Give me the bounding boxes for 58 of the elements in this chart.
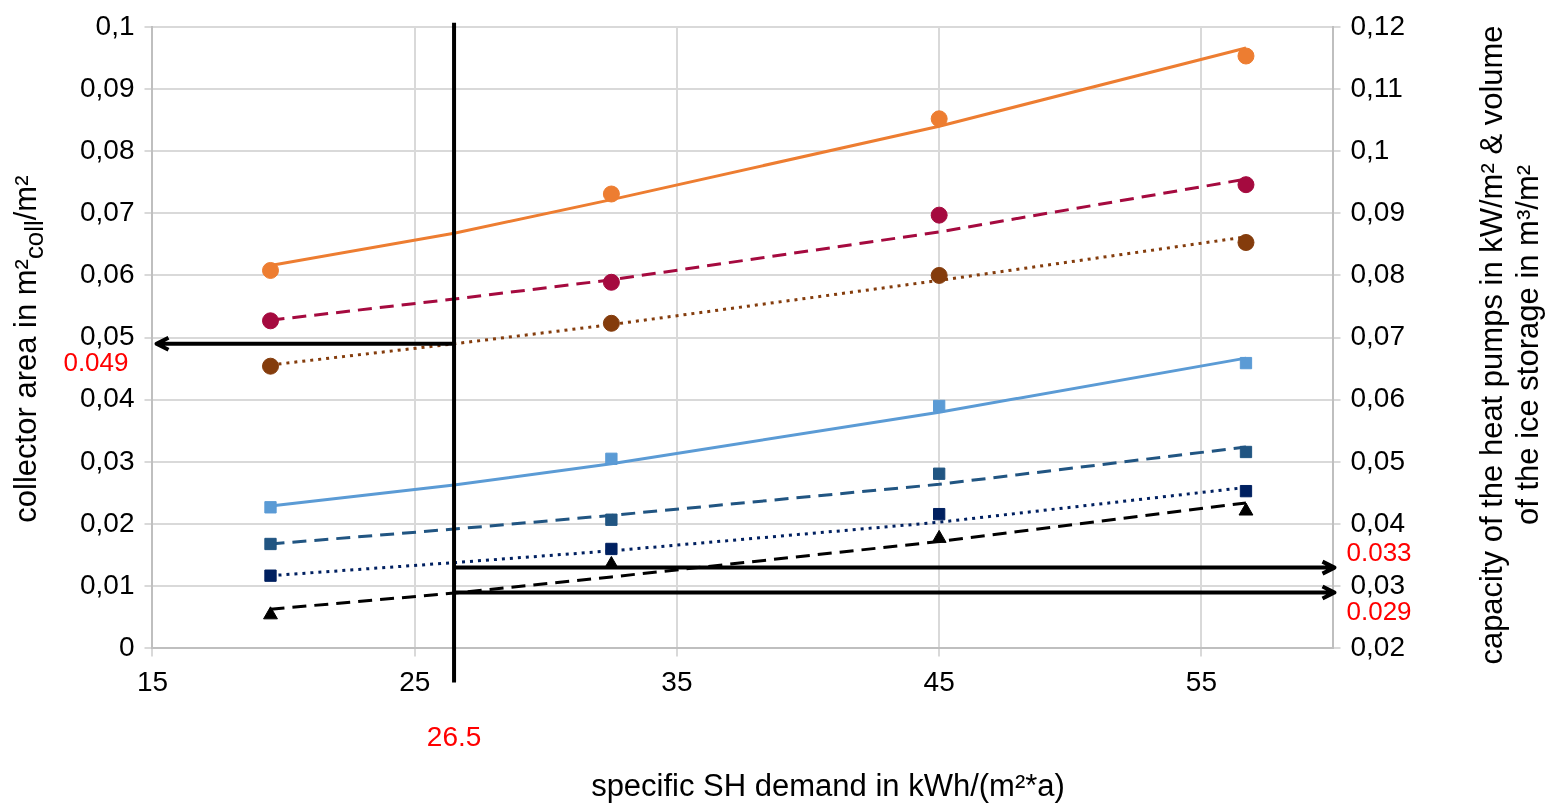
point (602, 273, 620, 291)
ref-line-label: 26.5 (426, 721, 482, 753)
y-tick-label: 0,04 (80, 382, 135, 414)
point (263, 606, 278, 620)
y-tick-label: 0 (118, 631, 135, 663)
point (602, 314, 620, 332)
point (264, 501, 277, 514)
y-tick-label: 0,02 (80, 506, 135, 538)
point (933, 399, 946, 413)
x-axis-title: specific SH demand in kWh/(m²*a) (590, 768, 1066, 804)
y2-tick-label: 0,05 (1350, 444, 1405, 476)
x-tick-label: 35 (661, 665, 693, 697)
y2-tick-label: 0,12 (1350, 9, 1405, 41)
point (1237, 47, 1255, 65)
point (605, 513, 618, 526)
y-tick-label: 0,09 (80, 71, 135, 103)
x-tick-label: 15 (136, 665, 169, 697)
point (605, 452, 618, 465)
y-tick-label: 0,1 (95, 9, 135, 41)
point (262, 261, 279, 279)
x-tick-label: 25 (399, 665, 431, 697)
y-tick-label: 0,05 (80, 320, 135, 352)
y2-tick-label: 0,06 (1350, 382, 1405, 414)
point (264, 569, 277, 582)
y2-tick-label: 0,03 (1350, 568, 1405, 600)
y2-axis-title: capacity of the heat pumps in kW/m² & volume of the ice storage in m³/m² (1474, 24, 1546, 667)
point (605, 542, 618, 556)
y2-tick-label: 0,11 (1350, 71, 1403, 103)
point (930, 110, 948, 128)
point (1237, 176, 1255, 194)
y-tick-label: 0,01 (80, 568, 135, 600)
x-tick-label: 55 (1185, 665, 1217, 697)
y-tick-label: 0,07 (80, 196, 135, 227)
point (933, 467, 946, 480)
y-tick-label: 0,03 (80, 444, 135, 476)
y2-tick-label: 0,07 (1350, 320, 1405, 352)
point (1239, 356, 1253, 370)
ref-line-label: 0.033 (1346, 536, 1412, 567)
point (264, 537, 277, 551)
y2-tick-label: 0,08 (1350, 258, 1405, 290)
point (933, 507, 946, 521)
point (1238, 502, 1254, 516)
point (1239, 484, 1253, 498)
y2-tick-label: 0,04 (1350, 506, 1405, 538)
y-tick-label: 0,08 (80, 133, 135, 165)
y-tick-label: 0,06 (80, 258, 135, 290)
point (931, 529, 947, 543)
point (262, 312, 279, 330)
point (1239, 445, 1253, 459)
x-tick-label: 45 (923, 665, 955, 697)
y2-tick-label: 0,1 (1350, 133, 1390, 165)
point (930, 206, 948, 224)
point (930, 266, 948, 284)
y2-tick-label: 0,02 (1350, 631, 1405, 663)
point (262, 357, 279, 375)
y2-tick-label: 0,09 (1350, 196, 1405, 227)
point (602, 185, 620, 203)
point (1237, 234, 1255, 251)
